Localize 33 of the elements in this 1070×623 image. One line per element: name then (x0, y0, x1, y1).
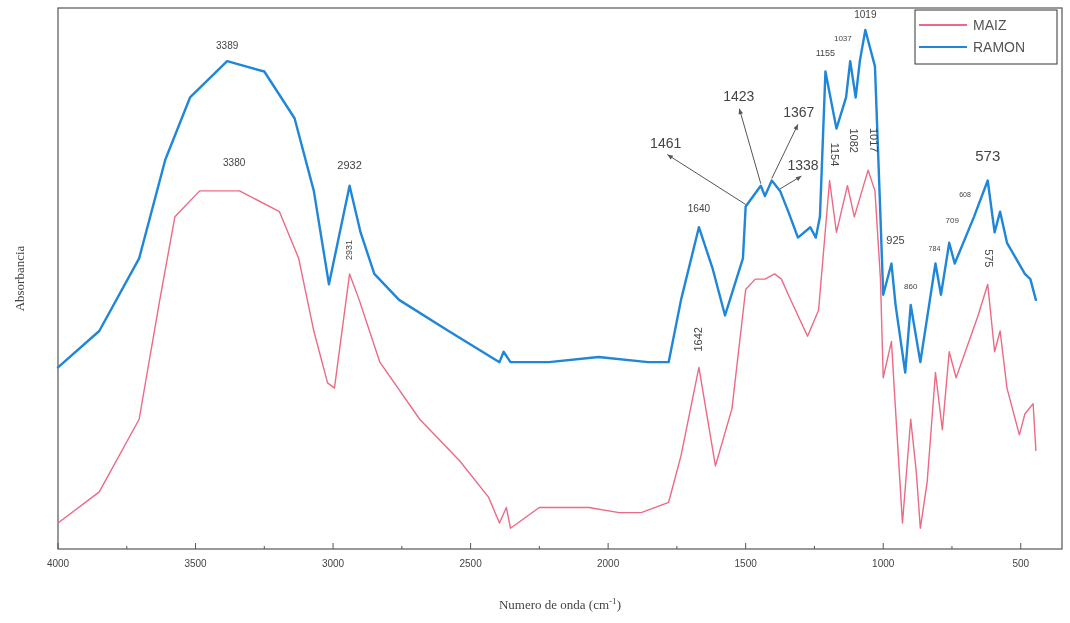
annotation: 573 (975, 147, 1001, 165)
x-tick-label: 4000 (46, 558, 70, 569)
x-tick-label: 1500 (734, 558, 758, 569)
x-tick-label: 2500 (459, 558, 483, 569)
x-axis-title: Numero de onda (cm$^{-1}$) (498, 596, 622, 612)
annotation: 1640 (687, 202, 711, 214)
y-axis-title: Absorbancia (12, 245, 27, 312)
annotation: 3389 (216, 39, 239, 51)
x-tick-label: 2000 (597, 558, 620, 569)
legend-label: RAMON (973, 39, 1026, 55)
annotation: 2932 (337, 158, 362, 171)
x-tick-label: 3000 (321, 558, 345, 569)
annotation: 1155 (815, 47, 836, 58)
x-tick-label: 1000 (872, 558, 895, 569)
annotation: 925 (886, 234, 905, 247)
annotation: 1082 (847, 128, 860, 153)
x-tick-label: 3500 (184, 558, 208, 569)
annotation: 1423 (723, 88, 755, 105)
annotation: 709 (945, 215, 960, 225)
annotation: 1367 (783, 104, 815, 121)
annotation: 1017 (868, 127, 881, 153)
annotation: 1154 (828, 142, 841, 167)
annotation: 1338 (787, 156, 819, 173)
annotation: 1019 (854, 8, 877, 20)
annotation: 3380 (223, 156, 246, 168)
annotation: 2931 (343, 239, 354, 260)
annotation: 1642 (691, 327, 704, 352)
annotation: 1461 (650, 135, 682, 152)
legend-label: MAIZ (973, 17, 1007, 33)
x-tick-label: 500 (1012, 558, 1030, 569)
annotation: 860 (904, 282, 918, 292)
annotation: 575 (982, 249, 995, 268)
annotation: 1037 (833, 34, 853, 44)
